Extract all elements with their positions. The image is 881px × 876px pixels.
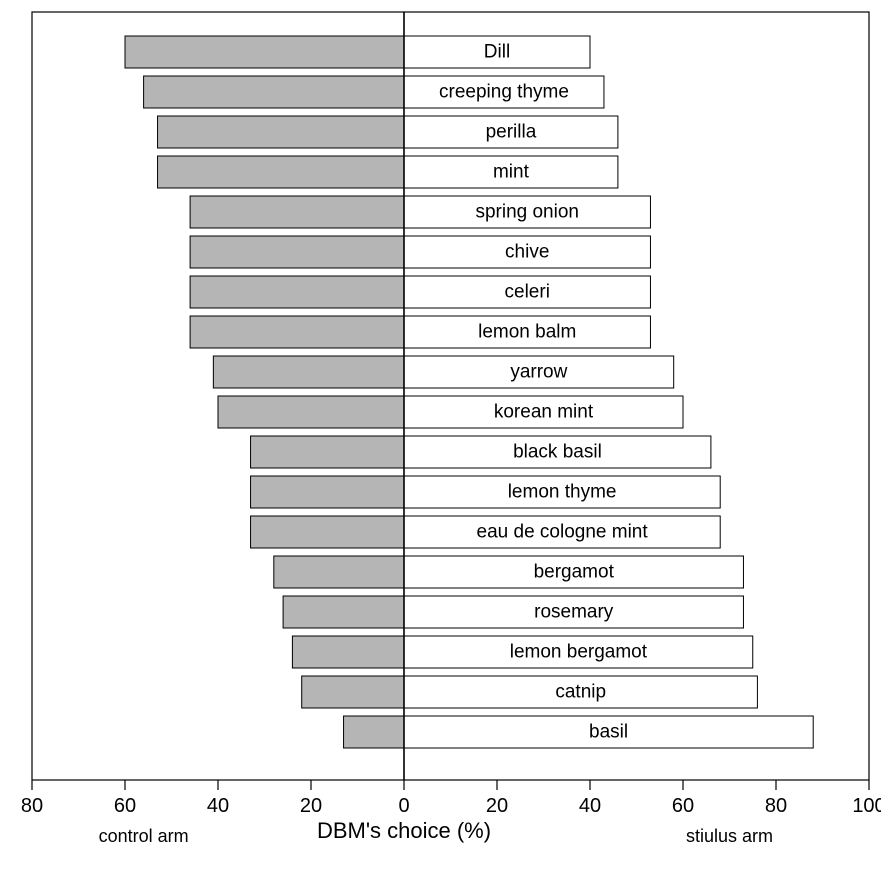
bar-label: spring onion: [475, 202, 579, 223]
bar-left: [344, 716, 404, 748]
axis-tick-label: 60: [114, 795, 136, 817]
bar-label: black basil: [513, 442, 602, 463]
bar-label: lemon balm: [478, 322, 576, 343]
bar-label: yarrow: [510, 362, 567, 383]
bar-label: eau de cologne mint: [477, 522, 649, 543]
bar-label: lemon bergamot: [510, 642, 648, 663]
bar-label: lemon thyme: [508, 482, 617, 503]
bar-left: [292, 636, 404, 668]
bar-left: [302, 676, 404, 708]
bar-left: [283, 596, 404, 628]
bar-left: [218, 396, 404, 428]
axis-tick-label: 100: [852, 795, 881, 817]
chart-container: Dill creeping thyme perilla mint spring onio…: [0, 0, 881, 876]
bar-label: celeri: [505, 282, 550, 303]
axis-tick-label: 20: [486, 795, 508, 817]
bar-left: [125, 36, 404, 68]
bar-label: perilla: [486, 122, 537, 143]
bar-label: bergamot: [534, 562, 615, 583]
bar-label: korean mint: [494, 402, 594, 423]
axis-title: DBM's choice (%): [317, 818, 491, 843]
bar-label: rosemary: [534, 602, 614, 623]
axis-tick-label: 80: [765, 795, 787, 817]
arm-label-right: stiulus arm: [686, 826, 773, 846]
bar-label: creeping thyme: [439, 82, 569, 103]
bar-left: [251, 476, 404, 508]
axis-tick-label: 40: [207, 795, 229, 817]
bar-left: [158, 116, 404, 148]
bar-left: [213, 356, 404, 388]
bar-left: [190, 236, 404, 268]
bar-left: [158, 156, 404, 188]
bar-left: [251, 516, 404, 548]
axis-tick-label: 60: [672, 795, 694, 817]
bar-left: [144, 76, 404, 108]
bar-label: catnip: [555, 682, 606, 703]
axis-tick-label: 0: [398, 795, 409, 817]
bar-left: [190, 316, 404, 348]
bar-left: [274, 556, 404, 588]
arm-label-left: control arm: [99, 826, 189, 846]
bar-label: basil: [589, 722, 628, 743]
bar-label: Dill: [484, 42, 510, 63]
bar-left: [190, 196, 404, 228]
chart-svg: Dill creeping thyme perilla mint spring onio…: [0, 0, 881, 876]
axis-tick-label: 20: [300, 795, 322, 817]
axis-tick-label: 40: [579, 795, 601, 817]
bar-left: [251, 436, 404, 468]
bar-label: mint: [493, 162, 530, 183]
bar-left: [190, 276, 404, 308]
bar-label: chive: [505, 242, 549, 263]
axis-tick-label: 80: [21, 795, 43, 817]
